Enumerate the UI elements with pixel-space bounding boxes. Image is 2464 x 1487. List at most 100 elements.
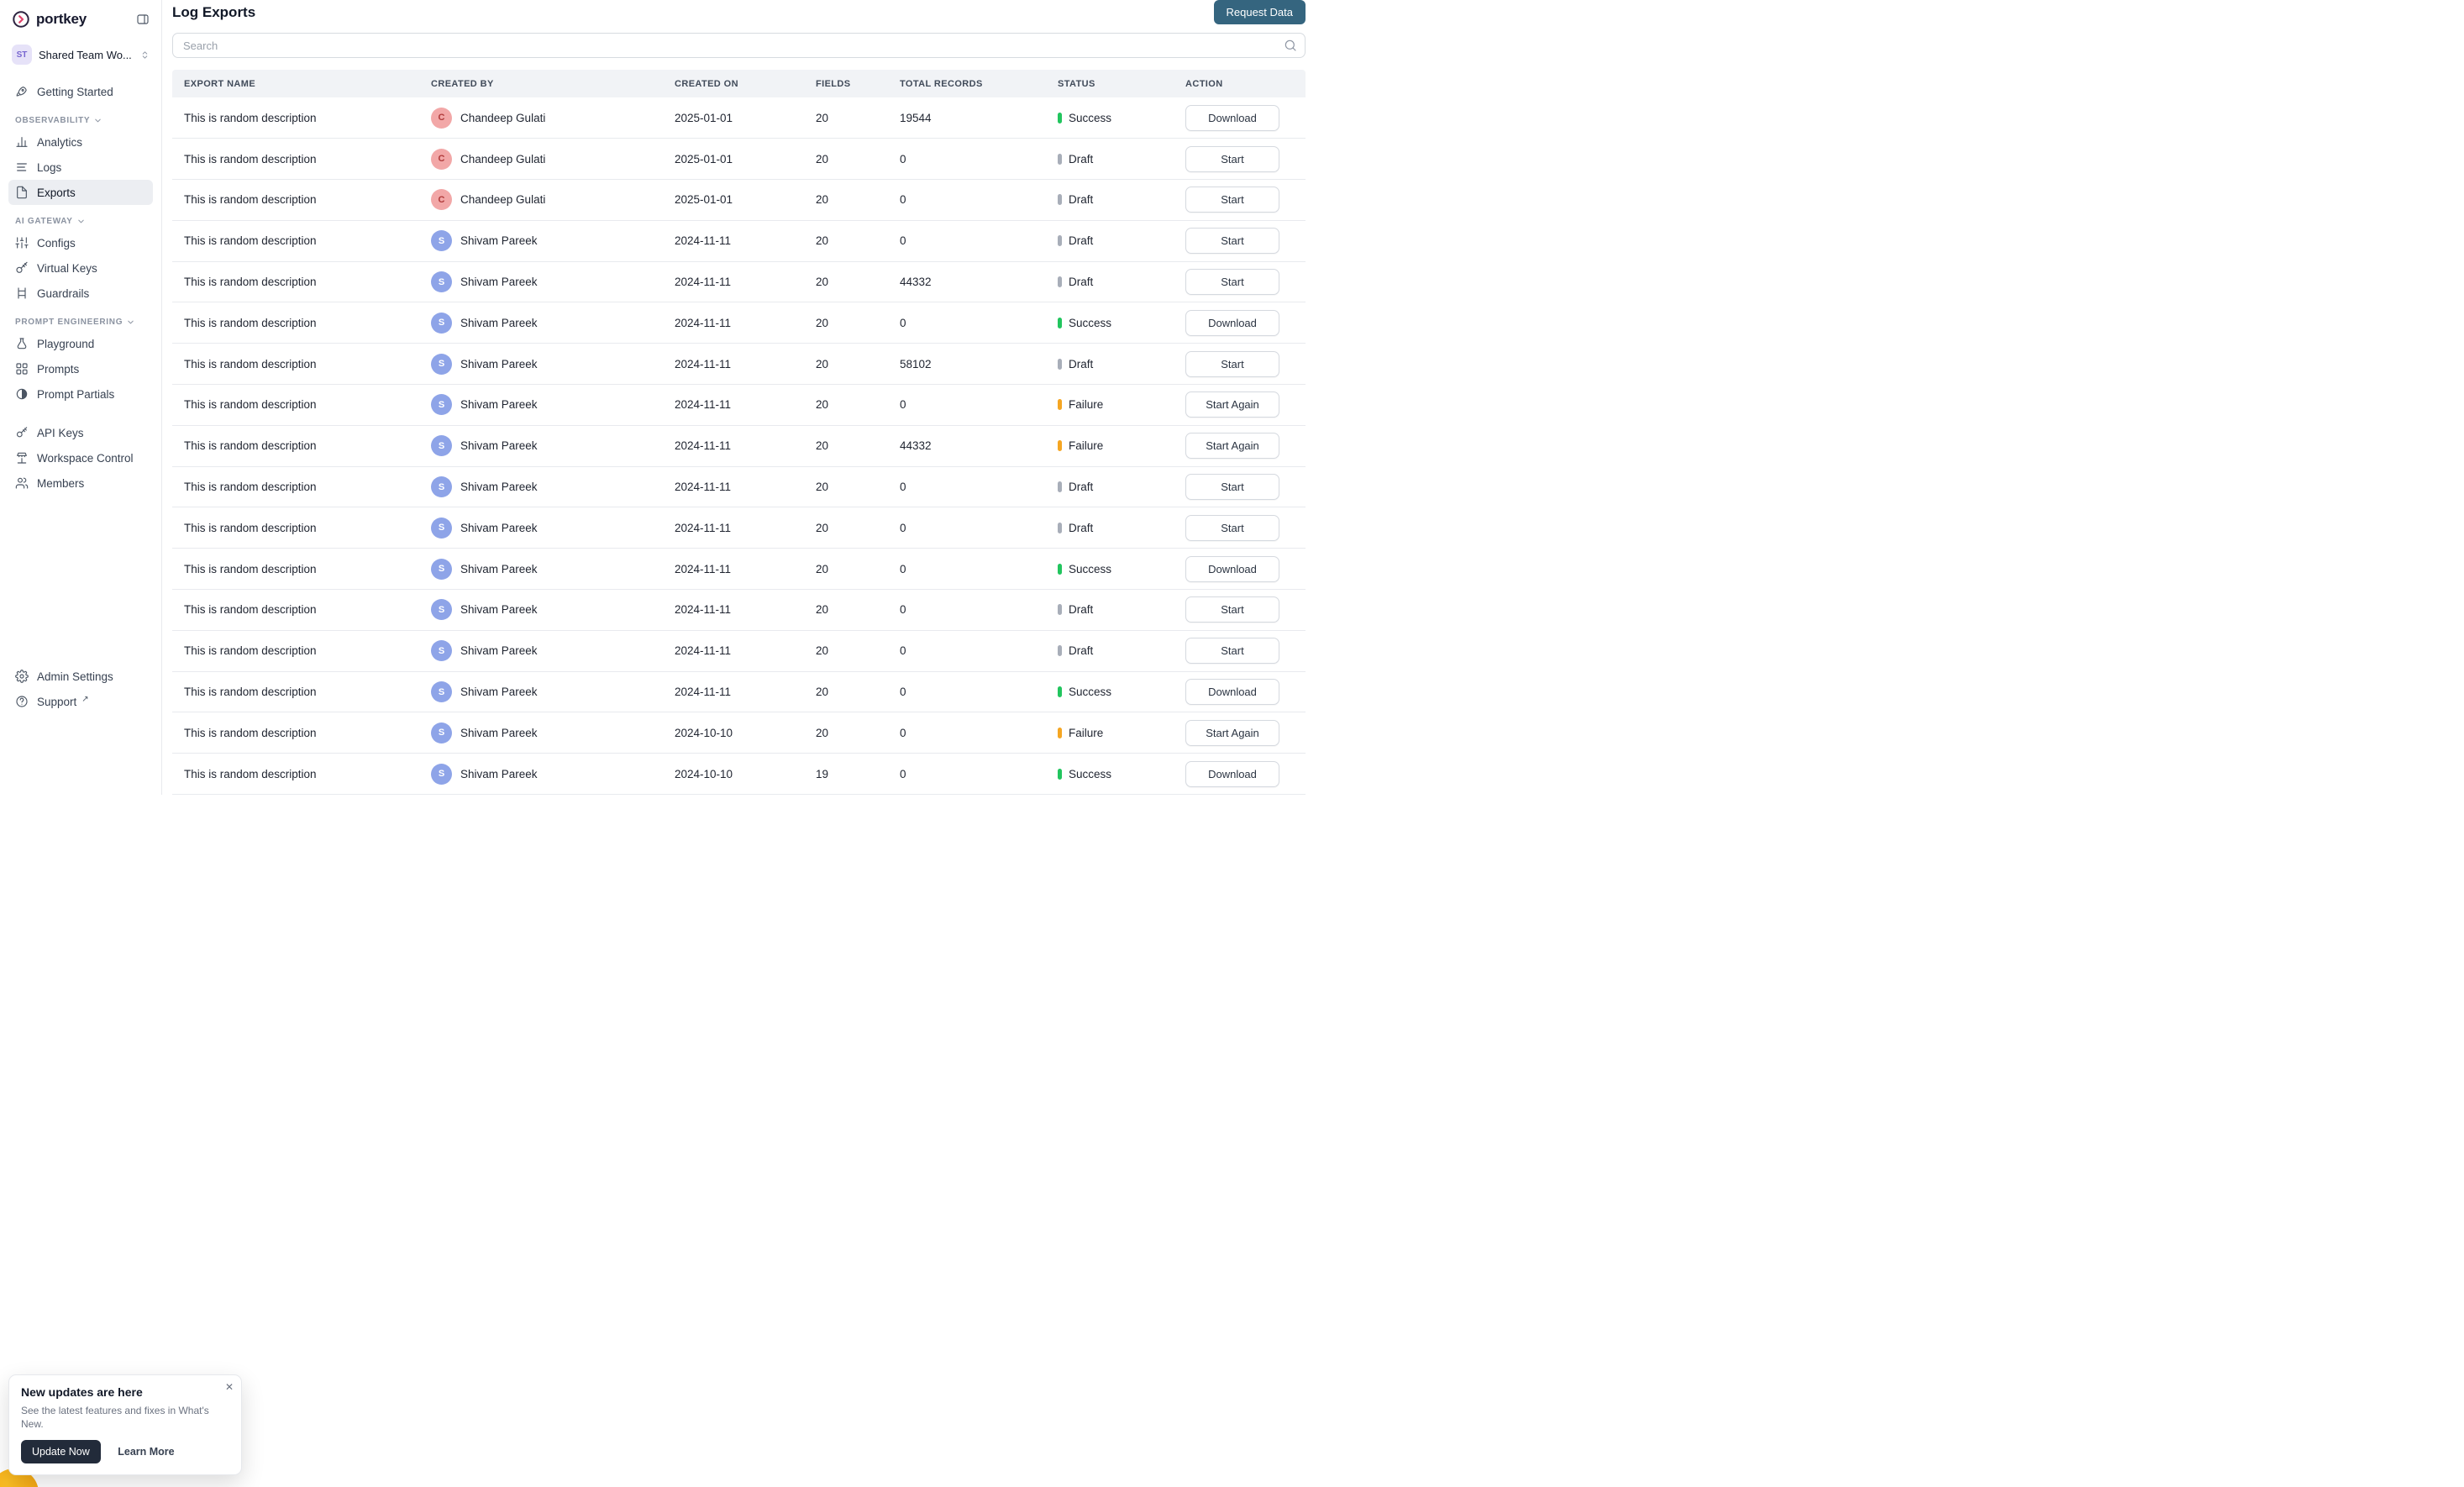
table-row: This is random description S Shivam Pare… [172, 507, 1306, 549]
fields-cell: 20 [816, 481, 829, 494]
section-prompt-engineering[interactable]: PROMPT ENGINEERING [15, 318, 146, 327]
export-name-cell: This is random description [184, 603, 317, 617]
row-action-button[interactable]: Start [1185, 269, 1279, 296]
status-cell: Success [1058, 112, 1185, 124]
created-by-cell: C Chandeep Gulati [431, 107, 675, 129]
row-action-button[interactable]: Start [1185, 474, 1279, 501]
creator-avatar: S [431, 517, 452, 539]
sidebar-item-playground[interactable]: Playground [8, 331, 153, 356]
sidebar-item-prompt-partials[interactable]: Prompt Partials [8, 381, 153, 407]
creator-name: Shivam Pareek [460, 276, 538, 289]
export-name-cell: This is random description [184, 481, 317, 494]
half-circle-icon [16, 388, 28, 400]
nav-label: Getting Started [37, 85, 113, 98]
sidebar-item-getting-started[interactable]: Getting Started [8, 79, 153, 104]
created-by-cell: S Shivam Pareek [431, 271, 675, 293]
total-records-cell: 0 [900, 726, 906, 739]
table-header-row: EXPORT NAME CREATED BY CREATED ON FIELDS… [172, 70, 1306, 98]
creator-name: Shivam Pareek [460, 767, 538, 780]
fields-cell: 20 [816, 111, 829, 124]
export-name-cell: This is random description [184, 152, 317, 166]
sidebar-item-workspace-control[interactable]: Workspace Control [8, 445, 153, 470]
sidebar-item-admin-settings[interactable]: Admin Settings [8, 664, 153, 689]
created-by-cell: S Shivam Pareek [431, 230, 675, 252]
sidebar-item-virtual-keys[interactable]: Virtual Keys [8, 255, 153, 281]
workspace-name: Shared Team Wo... [39, 48, 132, 61]
status-label: Success [1069, 111, 1112, 124]
status-dot-icon [1058, 522, 1062, 533]
created-on-cell: 2024-11-11 [675, 603, 732, 617]
table-row: This is random description C Chandeep Gu… [172, 139, 1306, 181]
total-records-cell: 0 [900, 152, 906, 166]
created-on-cell: 2025-01-01 [675, 152, 733, 166]
status-label: Failure [1069, 439, 1104, 453]
creator-name: Chandeep Gulati [460, 152, 546, 166]
row-action-button[interactable]: Start [1185, 145, 1279, 172]
sidebar-item-support[interactable]: Support ↗ [8, 689, 153, 714]
sidebar-item-analytics[interactable]: Analytics [8, 129, 153, 155]
row-action-button[interactable]: Download [1185, 104, 1279, 131]
status-dot-icon [1058, 276, 1062, 288]
row-action-button[interactable]: Start [1185, 228, 1279, 255]
panel-icon [137, 14, 149, 24]
total-records-cell: 0 [900, 521, 906, 534]
sidebar-item-logs[interactable]: Logs [8, 155, 153, 180]
row-action-button[interactable]: Download [1185, 760, 1279, 787]
status-dot-icon [1058, 604, 1062, 616]
row-action-button[interactable]: Start [1185, 187, 1279, 213]
status-label: Failure [1069, 398, 1104, 412]
learn-more-button[interactable]: Learn More [118, 1446, 175, 1458]
action-cell: Start Again [1185, 391, 1294, 418]
row-action-button[interactable]: Download [1185, 555, 1279, 582]
sidebar-collapse-button[interactable] [136, 13, 150, 26]
created-on-cell: 2024-10-10 [675, 767, 733, 780]
created-by-cell: S Shivam Pareek [431, 476, 675, 498]
row-action-button[interactable]: Start Again [1185, 719, 1279, 746]
row-action-button[interactable]: Start [1185, 596, 1279, 623]
search-input[interactable] [172, 33, 1306, 59]
section-observability[interactable]: OBSERVABILITY [15, 116, 146, 125]
sidebar-item-configs[interactable]: Configs [8, 230, 153, 255]
search-icon[interactable] [1284, 39, 1297, 52]
nav-label: Members [37, 476, 85, 490]
fields-cell: 20 [816, 316, 829, 329]
row-action-button[interactable]: Start Again [1185, 433, 1279, 460]
external-link-icon: ↗ [81, 694, 89, 704]
guardrails-icon [18, 287, 26, 299]
action-cell: Download [1185, 679, 1294, 705]
fields-cell: 20 [816, 152, 829, 166]
created-by-cell: S Shivam Pareek [431, 312, 675, 334]
nav-label: Exports [37, 186, 76, 199]
action-cell: Start [1185, 269, 1294, 296]
row-action-button[interactable]: Start Again [1185, 391, 1279, 418]
status-label: Draft [1069, 644, 1094, 658]
nav-label: Workspace Control [37, 451, 134, 465]
created-on-cell: 2024-11-11 [675, 276, 732, 289]
fields-cell: 20 [816, 603, 829, 617]
row-action-button[interactable]: Start [1185, 350, 1279, 377]
row-action-button[interactable]: Download [1185, 309, 1279, 336]
sidebar-item-prompts[interactable]: Prompts [8, 356, 153, 381]
page-header: Log Exports Request Data [172, 0, 1306, 25]
request-data-button[interactable]: Request Data [1213, 0, 1306, 25]
sidebar-item-members[interactable]: Members [8, 470, 153, 496]
portkey-logo-icon [13, 11, 29, 28]
workspace-selector[interactable]: ST Shared Team Wo... [8, 40, 153, 69]
row-action-button[interactable]: Download [1185, 679, 1279, 705]
api-key-icon [16, 427, 28, 438]
created-by-cell: S Shivam Pareek [431, 763, 675, 785]
total-records-cell: 19544 [900, 111, 932, 124]
total-records-cell: 0 [900, 686, 906, 698]
creator-name: Shivam Pareek [460, 439, 538, 453]
status-cell: Failure [1058, 398, 1185, 411]
row-action-button[interactable]: Start [1185, 514, 1279, 541]
sidebar-item-guardrails[interactable]: Guardrails [8, 281, 153, 306]
sidebar-item-exports[interactable]: Exports [8, 180, 153, 205]
toast-close-icon[interactable]: ✕ [224, 1380, 234, 1393]
update-now-button[interactable]: Update Now [21, 1440, 101, 1463]
section-ai-gateway[interactable]: AI GATEWAY [15, 217, 146, 226]
sidebar-item-api-keys[interactable]: API Keys [8, 420, 153, 445]
row-action-button[interactable]: Start [1185, 638, 1279, 665]
status-cell: Draft [1058, 153, 1185, 166]
export-name-cell: This is random description [184, 521, 317, 534]
